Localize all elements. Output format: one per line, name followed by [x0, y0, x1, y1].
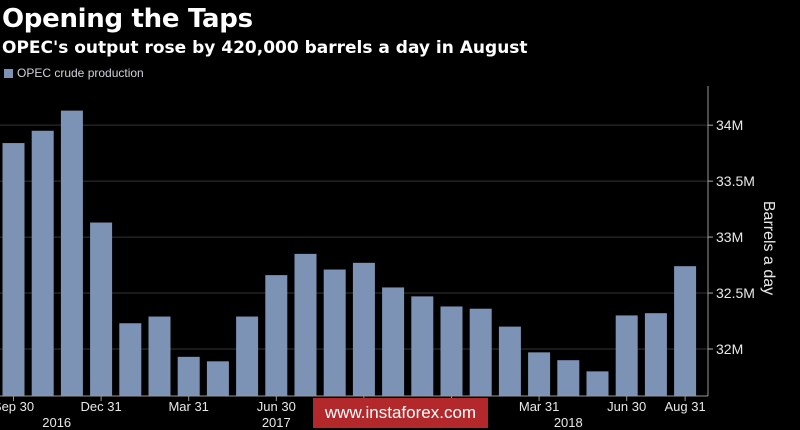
y-tick-label-1: 32.5M — [716, 285, 755, 301]
x-tick-label-2: Mar 31 — [168, 399, 208, 414]
bar-4 — [119, 323, 142, 396]
x-year-label-1: 2017 — [262, 415, 291, 430]
y-axis-ticks: 32M 32.5M 33M 33.5M 34M — [708, 117, 755, 357]
chart-subtitle: OPEC's output rose by 420,000 barrels a … — [2, 38, 528, 58]
x-tick-label-1: Dec 31 — [80, 399, 121, 414]
watermark-banner[interactable]: www.instaforex.com — [313, 398, 488, 428]
x-tick-label-7: Jun 30 — [607, 399, 646, 414]
y-tick-label-2: 33M — [716, 229, 743, 245]
y-tick-label-3: 33.5M — [716, 173, 755, 189]
bar-13 — [382, 287, 405, 396]
bar-20 — [586, 371, 609, 396]
x-tick-label-3: Jun 30 — [257, 399, 296, 414]
y-tick-label-4: 34M — [716, 117, 743, 133]
y-axis-label: Barrels a day — [748, 188, 788, 308]
bar-5 — [148, 316, 171, 396]
bar-18 — [528, 352, 551, 396]
bar-7 — [206, 361, 229, 396]
bar-6 — [177, 356, 200, 396]
gridlines — [0, 124, 708, 350]
bar-15 — [440, 306, 463, 396]
bar-0 — [2, 143, 25, 396]
bar-2 — [60, 110, 83, 396]
bar-23 — [674, 266, 697, 396]
axes — [0, 86, 709, 397]
bar-10 — [294, 253, 317, 396]
legend-label: OPEC crude production — [17, 66, 144, 80]
bar-11 — [323, 269, 346, 396]
legend: OPEC crude production — [4, 66, 144, 80]
bar-1 — [31, 130, 54, 396]
bar-9 — [265, 275, 288, 396]
x-tick-label-0: Sep 30 — [0, 399, 34, 414]
y-axis-label-text: Barrels a day — [760, 200, 777, 296]
x-tick-label-8: Aug 31 — [664, 399, 705, 414]
watermark-text: www.instaforex.com — [324, 403, 477, 422]
bar-14 — [411, 296, 434, 396]
bar-17 — [498, 326, 521, 396]
chart-title: Opening the Taps — [2, 4, 253, 34]
bar-3 — [90, 222, 113, 396]
bars — [2, 110, 697, 396]
bar-8 — [236, 316, 259, 396]
bar-22 — [644, 313, 667, 396]
x-year-label-0: 2016 — [42, 415, 71, 430]
x-tick-label-6: Mar 31 — [519, 399, 559, 414]
bar-12 — [352, 262, 375, 396]
legend-swatch — [4, 68, 13, 78]
bar-21 — [615, 315, 638, 396]
x-year-label-2: 2018 — [554, 415, 583, 430]
y-tick-label-0: 32M — [716, 341, 743, 357]
bar-19 — [557, 360, 580, 396]
bar-16 — [469, 308, 492, 396]
